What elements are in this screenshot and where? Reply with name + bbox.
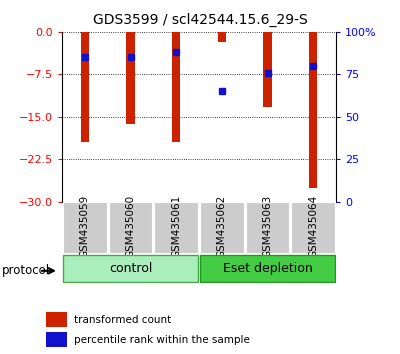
Bar <box>46 332 67 347</box>
Bar <box>246 202 290 253</box>
Text: GSM435060: GSM435060 <box>126 195 136 258</box>
Bar <box>218 32 226 42</box>
Bar <box>46 312 67 327</box>
Text: GSM435064: GSM435064 <box>308 195 318 258</box>
Bar <box>81 32 89 142</box>
Bar <box>291 202 335 253</box>
Bar <box>200 255 335 282</box>
Text: GSM435059: GSM435059 <box>80 195 90 258</box>
Text: GSM435061: GSM435061 <box>171 195 181 258</box>
Text: GSM435062: GSM435062 <box>217 195 227 258</box>
Text: GSM435063: GSM435063 <box>262 195 272 258</box>
Bar <box>154 202 198 253</box>
Bar <box>172 32 180 142</box>
Text: protocol: protocol <box>2 264 50 277</box>
Bar <box>309 32 317 188</box>
Bar <box>63 202 107 253</box>
Bar <box>108 202 152 253</box>
Text: GDS3599 / scl42544.15.6_29-S: GDS3599 / scl42544.15.6_29-S <box>93 12 307 27</box>
Text: Eset depletion: Eset depletion <box>223 262 312 275</box>
Text: control: control <box>109 262 152 275</box>
Text: percentile rank within the sample: percentile rank within the sample <box>74 335 250 345</box>
Bar <box>63 255 198 282</box>
Bar <box>263 32 272 107</box>
Bar <box>200 202 244 253</box>
Bar <box>126 32 135 124</box>
Text: transformed count: transformed count <box>74 315 172 325</box>
